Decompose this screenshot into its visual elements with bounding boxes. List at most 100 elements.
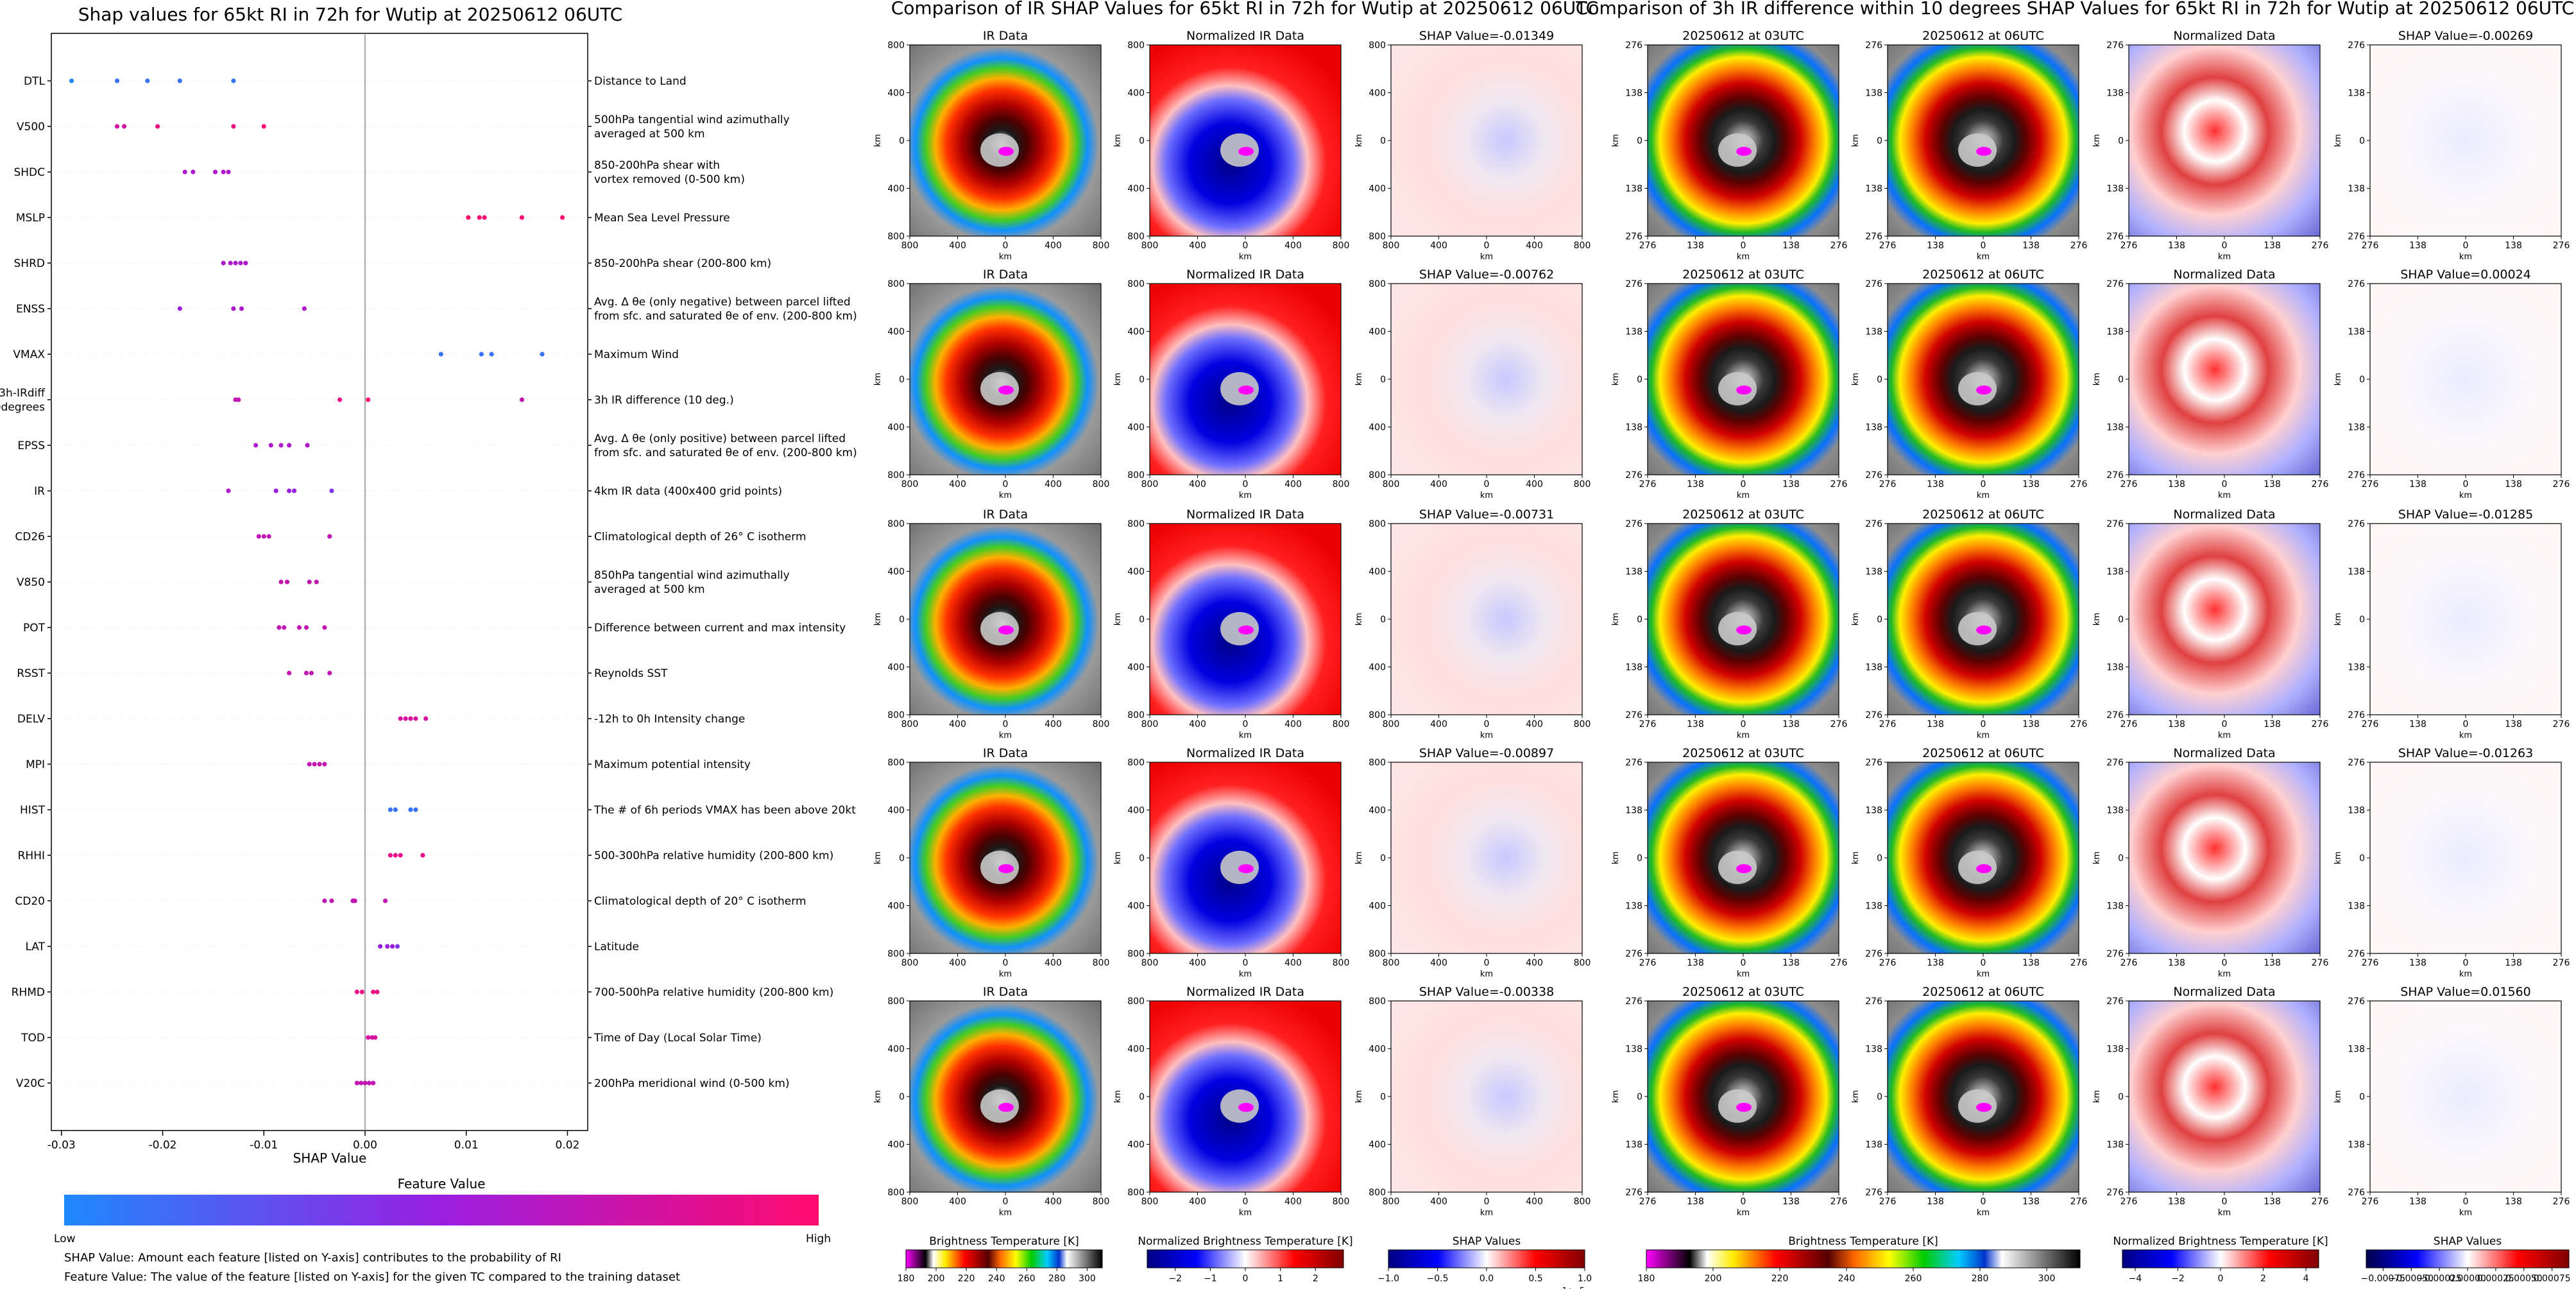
x-tick-label: 0 (1003, 719, 1009, 730)
y-tick-label: 138 (2106, 663, 2124, 673)
heatmap-image (2370, 284, 2561, 475)
x-tick-label: 800 (1141, 1197, 1159, 1207)
shap-point (322, 898, 327, 903)
shap-point (284, 579, 290, 585)
x-tick-label: -0.03 (47, 1139, 76, 1152)
y-tick-label: 400 (1369, 327, 1386, 337)
x-tick-label: 138 (2505, 719, 2522, 730)
y-tick-label: 0 (1139, 136, 1145, 146)
colorbar-tick-label: 240 (988, 1274, 1005, 1284)
x-tick-label: 800 (1574, 479, 1591, 490)
x-tick-label: 138 (2264, 241, 2281, 251)
x-tick-label: 138 (2264, 1197, 2281, 1207)
x-tick-label: 138 (1927, 479, 1944, 490)
y-tick-label: 0 (1877, 375, 1882, 385)
feature-description: 850hPa tangential wind azimuthally (594, 569, 790, 582)
x-axis-label: km (2218, 252, 2231, 262)
feature-name-label: RSST (17, 667, 45, 680)
x-tick-label: 138 (2409, 241, 2427, 251)
shap-point (352, 898, 357, 903)
x-axis-label: km (1977, 969, 1990, 979)
shap-x-axis: -0.03 -0.02 -0.01 0.00 0.01 0.02 (47, 1131, 580, 1152)
x-tick-label: 138 (1687, 241, 1704, 251)
x-axis-label: km (1480, 969, 1493, 979)
shap-point (226, 169, 231, 175)
y-tick-label: 800 (887, 996, 905, 1007)
x-tick-label: 276 (1879, 1197, 1897, 1207)
colorbar-tick-label: 240 (1838, 1274, 1855, 1284)
cold-core-region (1976, 864, 1992, 873)
panel-title: 20250612 at 06UTC (1922, 985, 2044, 999)
feature-description: Reynolds SST (594, 667, 668, 680)
shap-point (322, 625, 327, 630)
x-tick-label: 276 (2312, 241, 2329, 251)
x-tick-label: 0.02 (556, 1139, 580, 1152)
image-panel: SHAP Value=-0.01285276276138138001381382… (2333, 508, 2570, 740)
image-panel: 20250612 at 06UTC27627613813800138138276… (1851, 29, 2087, 262)
x-tick-label: 0 (1484, 479, 1490, 490)
y-tick-label: 138 (2106, 901, 2124, 912)
x-tick-label: 138 (2022, 479, 2040, 490)
x-tick-label: 800 (1141, 241, 1159, 251)
feature-name-label: HIST (20, 804, 46, 817)
x-axis-label: km (2218, 1208, 2231, 1218)
y-tick-label: 276 (2348, 232, 2365, 242)
y-tick-label: 276 (2348, 40, 2365, 51)
feature-name-label: EPSS (17, 440, 45, 452)
shap-point (371, 1080, 376, 1086)
colorbar: Normalized Brightness Temperature [K] −4 −… (2113, 1235, 2328, 1284)
y-tick-label: 138 (2106, 327, 2124, 337)
x-axis-label: km (1737, 1208, 1750, 1218)
y-tick-label: 0 (2359, 375, 2365, 385)
y-tick-label: 276 (2348, 1188, 2365, 1198)
y-tick-label: 0 (1380, 615, 1386, 625)
y-tick-label: 0 (899, 615, 905, 625)
y-tick-label: 800 (1127, 519, 1145, 529)
y-tick-label: 138 (1865, 567, 1882, 577)
y-tick-label: 400 (1369, 806, 1386, 816)
x-axis-label: km (2218, 731, 2231, 740)
colorbars: Brightness Temperature [K]180 200 220 240 26… (898, 1235, 2571, 1289)
shap-point (489, 352, 494, 357)
feature-description: 3h IR difference (10 deg.) (594, 394, 734, 407)
y-tick-label: 400 (887, 327, 905, 337)
feature-name-label: DTL (24, 75, 45, 88)
x-tick-label: 400 (949, 719, 966, 730)
feature-description: Latitude (594, 941, 639, 953)
image-panel: 20250612 at 03UTC27627613813800138138276… (1611, 29, 1847, 262)
cold-core-region (1238, 864, 1254, 873)
feature-description: Maximum potential intensity (594, 758, 751, 771)
x-axis-label: km (1737, 252, 1750, 262)
y-tick-label: 276 (1625, 758, 1642, 768)
feature-description: 500-300hPa relative humidity (200-800 km… (594, 849, 833, 862)
x-tick-label: 138 (1687, 479, 1704, 490)
feature-description: -12h to 0h Intensity change (594, 713, 745, 726)
colorbar-tick-label: 2 (2260, 1274, 2266, 1284)
heatmap-image (2370, 45, 2561, 236)
feature-description: Time of Day (Local Solar Time) (593, 1032, 762, 1045)
image-panel: Normalized Data2762761381380013813827627… (2092, 746, 2328, 979)
x-tick-label: 400 (949, 958, 966, 968)
x-tick-label: 800 (1383, 479, 1400, 490)
x-tick-label: 276 (2553, 241, 2570, 251)
shap-point (155, 124, 160, 129)
y-tick-label: 0 (2118, 615, 2124, 625)
x-tick-label: 0 (2463, 958, 2469, 968)
shap-point (385, 944, 390, 949)
y-axis-label: km (1113, 134, 1123, 147)
y-tick-label: 276 (2106, 279, 2124, 289)
shap-point (277, 625, 282, 630)
y-tick-label: 276 (2348, 996, 2365, 1007)
x-axis-label: km (999, 731, 1012, 740)
colorbar-tick-label: 0.0 (1480, 1274, 1494, 1284)
y-axis-label: km (1611, 851, 1621, 864)
x-tick-label: 138 (1782, 958, 1800, 968)
shap-point (327, 670, 332, 676)
y-tick-label: 138 (1865, 806, 1882, 816)
y-tick-label: 138 (1865, 327, 1882, 337)
x-axis-label: km (1239, 731, 1252, 740)
x-tick-label: 400 (1430, 1197, 1447, 1207)
shap-point (329, 488, 334, 493)
y-axis-label: km (1851, 134, 1861, 147)
shap-point (291, 488, 297, 493)
